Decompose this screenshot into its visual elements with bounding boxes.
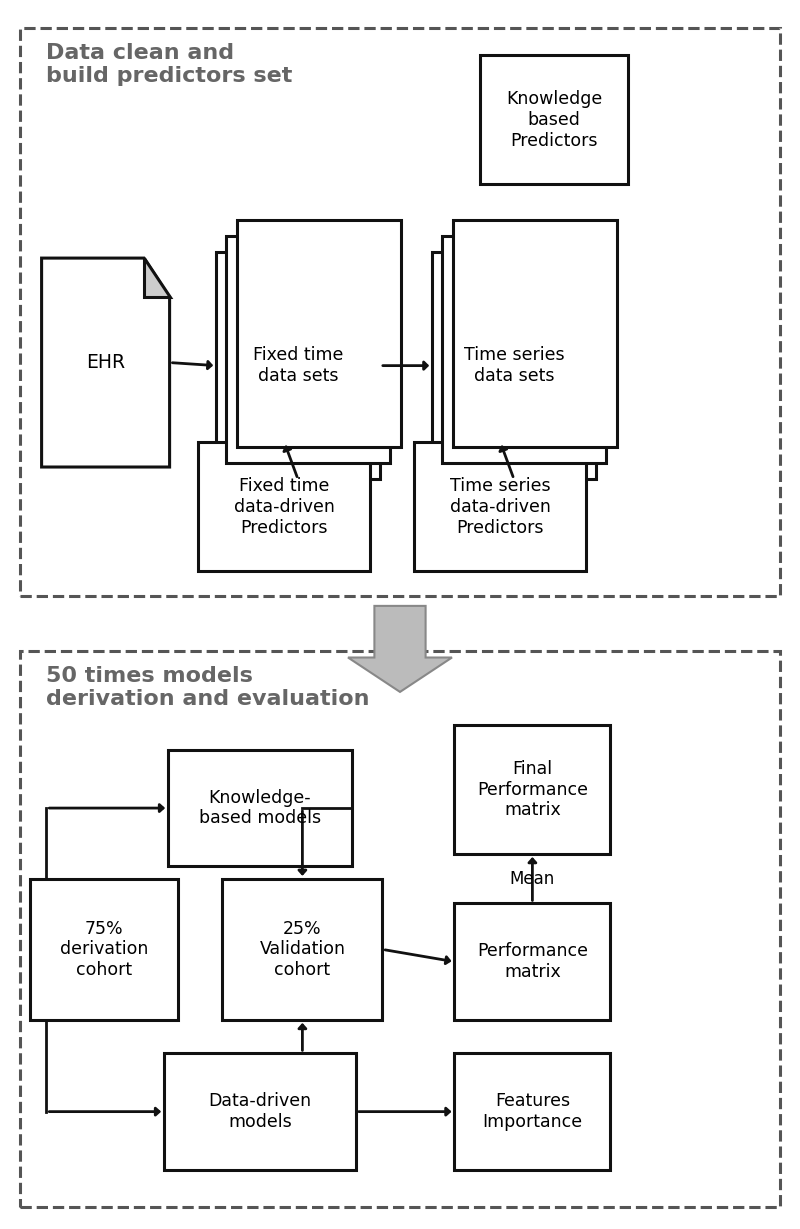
Bar — [442, 236, 606, 463]
Bar — [453, 220, 617, 447]
Polygon shape — [348, 606, 452, 692]
Bar — [20, 28, 780, 596]
Text: 25%
Validation
cohort: 25% Validation cohort — [259, 919, 346, 980]
Text: Time series
data-driven
Predictors: Time series data-driven Predictors — [450, 477, 551, 537]
Bar — [454, 903, 610, 1020]
Text: Performance
matrix: Performance matrix — [477, 943, 588, 981]
Text: Final
Performance
matrix: Final Performance matrix — [477, 760, 588, 820]
Text: Knowledge-
based models: Knowledge- based models — [199, 789, 321, 827]
Bar — [222, 879, 382, 1020]
Bar — [20, 651, 780, 1207]
Text: EHR: EHR — [86, 353, 125, 372]
Bar — [30, 879, 178, 1020]
Bar — [414, 442, 586, 571]
Text: Features
Importance: Features Importance — [482, 1093, 582, 1131]
Polygon shape — [42, 258, 170, 467]
Text: Mean: Mean — [510, 870, 555, 887]
Text: Fixed time
data-driven
Predictors: Fixed time data-driven Predictors — [234, 477, 335, 537]
Text: 50 times models
derivation and evaluation: 50 times models derivation and evaluatio… — [46, 666, 370, 709]
Text: Knowledge
based
Predictors: Knowledge based Predictors — [506, 90, 602, 150]
Bar — [216, 252, 380, 479]
Bar — [168, 750, 352, 866]
Bar — [198, 442, 370, 571]
Polygon shape — [144, 258, 170, 297]
Bar — [480, 55, 628, 184]
Bar — [237, 220, 401, 447]
Bar — [454, 1053, 610, 1170]
Bar — [164, 1053, 356, 1170]
Text: Fixed time
data sets: Fixed time data sets — [253, 347, 343, 385]
Bar — [454, 725, 610, 854]
Text: Data clean and
build predictors set: Data clean and build predictors set — [46, 43, 293, 86]
Bar — [432, 252, 596, 479]
Text: 75%
derivation
cohort: 75% derivation cohort — [60, 919, 149, 980]
Text: Data-driven
models: Data-driven models — [209, 1093, 311, 1131]
Text: Time series
data sets: Time series data sets — [464, 347, 564, 385]
Bar — [226, 236, 390, 463]
